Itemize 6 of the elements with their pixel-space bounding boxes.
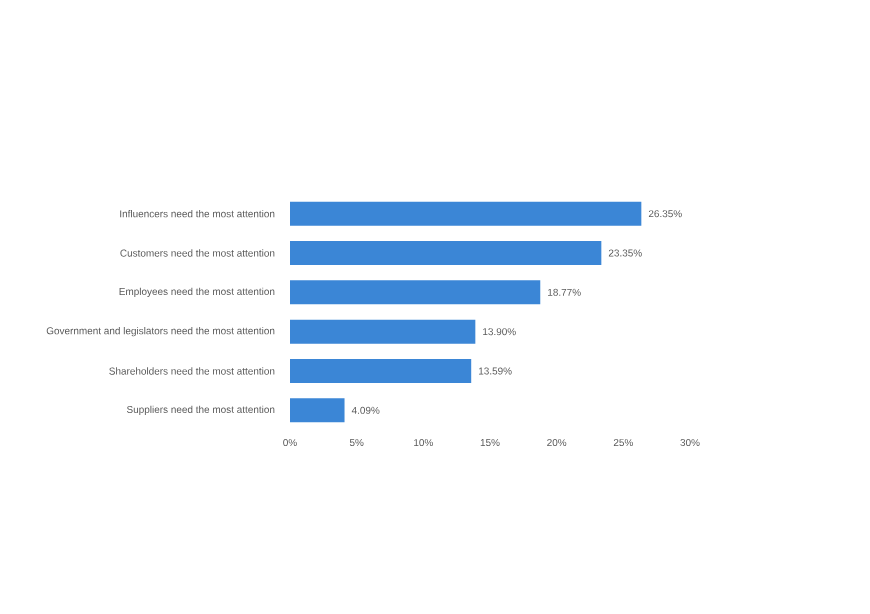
bar (290, 398, 345, 423)
bar (290, 201, 642, 226)
bar (290, 319, 476, 344)
bar (290, 280, 541, 305)
bar (290, 241, 602, 265)
bar (290, 359, 472, 383)
